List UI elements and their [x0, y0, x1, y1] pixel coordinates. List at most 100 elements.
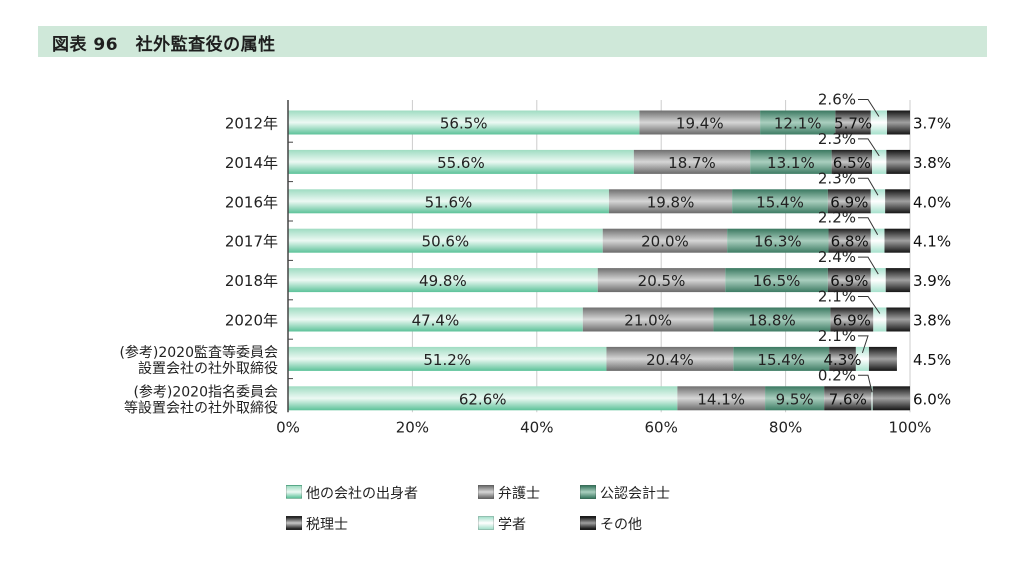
data-label: 56.5% [440, 115, 488, 133]
bar-segment [288, 346, 607, 371]
legend-item-tax-accountant: 税理士 [286, 514, 348, 534]
bar-segment [884, 228, 910, 253]
data-label: 13.1% [767, 154, 815, 172]
legend-item-lawyer: 弁護士 [478, 483, 540, 503]
data-label: 16.5% [753, 272, 801, 290]
data-label: 16.3% [754, 233, 802, 251]
category-label: 2017年 [225, 233, 278, 251]
data-label: 6.9% [830, 193, 868, 211]
data-label-other: 3.8% [913, 312, 951, 330]
leader-line [858, 138, 880, 157]
bar-segment [828, 228, 871, 253]
data-label: 20.5% [638, 272, 686, 290]
legend-swatch [478, 485, 494, 499]
x-tick-label: 40% [520, 418, 553, 436]
bar-segment [830, 307, 874, 332]
leader-line [858, 256, 879, 275]
data-label: 55.6% [437, 154, 485, 172]
bar-segment [873, 307, 887, 332]
data-label-academic: 2.1% [818, 288, 856, 306]
data-label: 51.2% [423, 351, 471, 369]
bar-segment [831, 149, 873, 174]
bar-segment [872, 149, 887, 174]
data-label-other: 3.8% [913, 154, 951, 172]
data-label: 7.6% [829, 390, 867, 408]
bar-segment [725, 268, 828, 293]
data-label: 18.7% [668, 154, 716, 172]
data-label: 6.9% [830, 272, 868, 290]
data-label-other: 4.5% [913, 351, 951, 369]
category-label: 2016年 [225, 193, 278, 211]
data-label: 19.4% [676, 115, 724, 133]
data-label: 5.7% [834, 115, 872, 133]
data-label-other: 3.9% [913, 272, 951, 290]
x-tick-label: 0% [276, 418, 300, 436]
category-label: 等設置会社の社外取締役 [124, 399, 278, 416]
category-label: 2018年 [225, 272, 278, 290]
bar-segment [677, 386, 766, 411]
legend-item-cpa: 公認会計士 [580, 483, 670, 503]
legend-swatch [478, 516, 494, 530]
legend-label: 弁護士 [498, 486, 540, 502]
leader-line [858, 217, 879, 235]
leader-line [858, 374, 873, 393]
data-label-other: 4.0% [913, 193, 951, 211]
bar-segment [827, 189, 871, 214]
category-label: 2020年 [225, 312, 278, 330]
bar-segment [732, 189, 828, 214]
legend-label: 公認会計士 [600, 486, 670, 502]
bar-segment [855, 346, 869, 371]
leader-line [858, 177, 879, 196]
data-label-academic: 2.3% [818, 130, 856, 148]
bar-segment [288, 149, 634, 174]
data-label: 15.4% [756, 193, 804, 211]
bar-segment [827, 268, 871, 293]
data-label-academic: 2.2% [818, 209, 856, 227]
category-label: 設置会社の社外取締役 [138, 360, 278, 377]
data-label: 6.5% [833, 154, 871, 172]
bar-segment [608, 189, 733, 214]
data-label: 4.3% [823, 351, 861, 369]
data-label: 20.0% [641, 233, 689, 251]
bar-segment [870, 268, 886, 293]
legend-label: 税理士 [306, 517, 348, 533]
legend-label: 他の会社の出身者 [306, 486, 418, 502]
data-label: 21.0% [624, 312, 672, 330]
bar-segment [886, 307, 910, 332]
data-label: 49.8% [419, 272, 467, 290]
data-label-academic: 0.2% [818, 366, 856, 384]
leader-line [858, 335, 869, 354]
legend-swatch [580, 485, 596, 499]
bar-segment [606, 346, 734, 371]
bar-segment [288, 307, 583, 332]
data-label: 15.4% [757, 351, 805, 369]
bar-segment [870, 228, 885, 253]
bar-segment [760, 110, 836, 135]
bar-segment [824, 386, 872, 411]
bar-segment [288, 386, 678, 411]
bar-segment [750, 149, 832, 174]
data-label-academic: 2.6% [818, 91, 856, 109]
data-label-academic: 2.4% [818, 248, 856, 266]
legend-item-academic: 学者 [478, 514, 526, 534]
data-label: 6.8% [831, 233, 869, 251]
chart-title: 図表 96 社外監査役の属性 [52, 35, 276, 55]
data-label-other: 4.1% [913, 233, 951, 251]
bar-segment [868, 346, 897, 371]
bar-segment [885, 189, 910, 214]
bar-segment [288, 189, 609, 214]
bar-segment [885, 268, 910, 293]
bar-segment [288, 228, 603, 253]
data-label: 19.8% [647, 193, 695, 211]
bar-segment [870, 110, 887, 135]
category-label: 2014年 [225, 154, 278, 172]
bar-segment [288, 268, 598, 293]
data-label: 62.6% [459, 390, 507, 408]
legend-swatch [580, 516, 596, 530]
bar-segment [870, 189, 886, 214]
bar-segment [288, 110, 640, 135]
bar-segment [633, 149, 751, 174]
bar-segment [829, 346, 856, 371]
bar-segment [871, 386, 873, 411]
